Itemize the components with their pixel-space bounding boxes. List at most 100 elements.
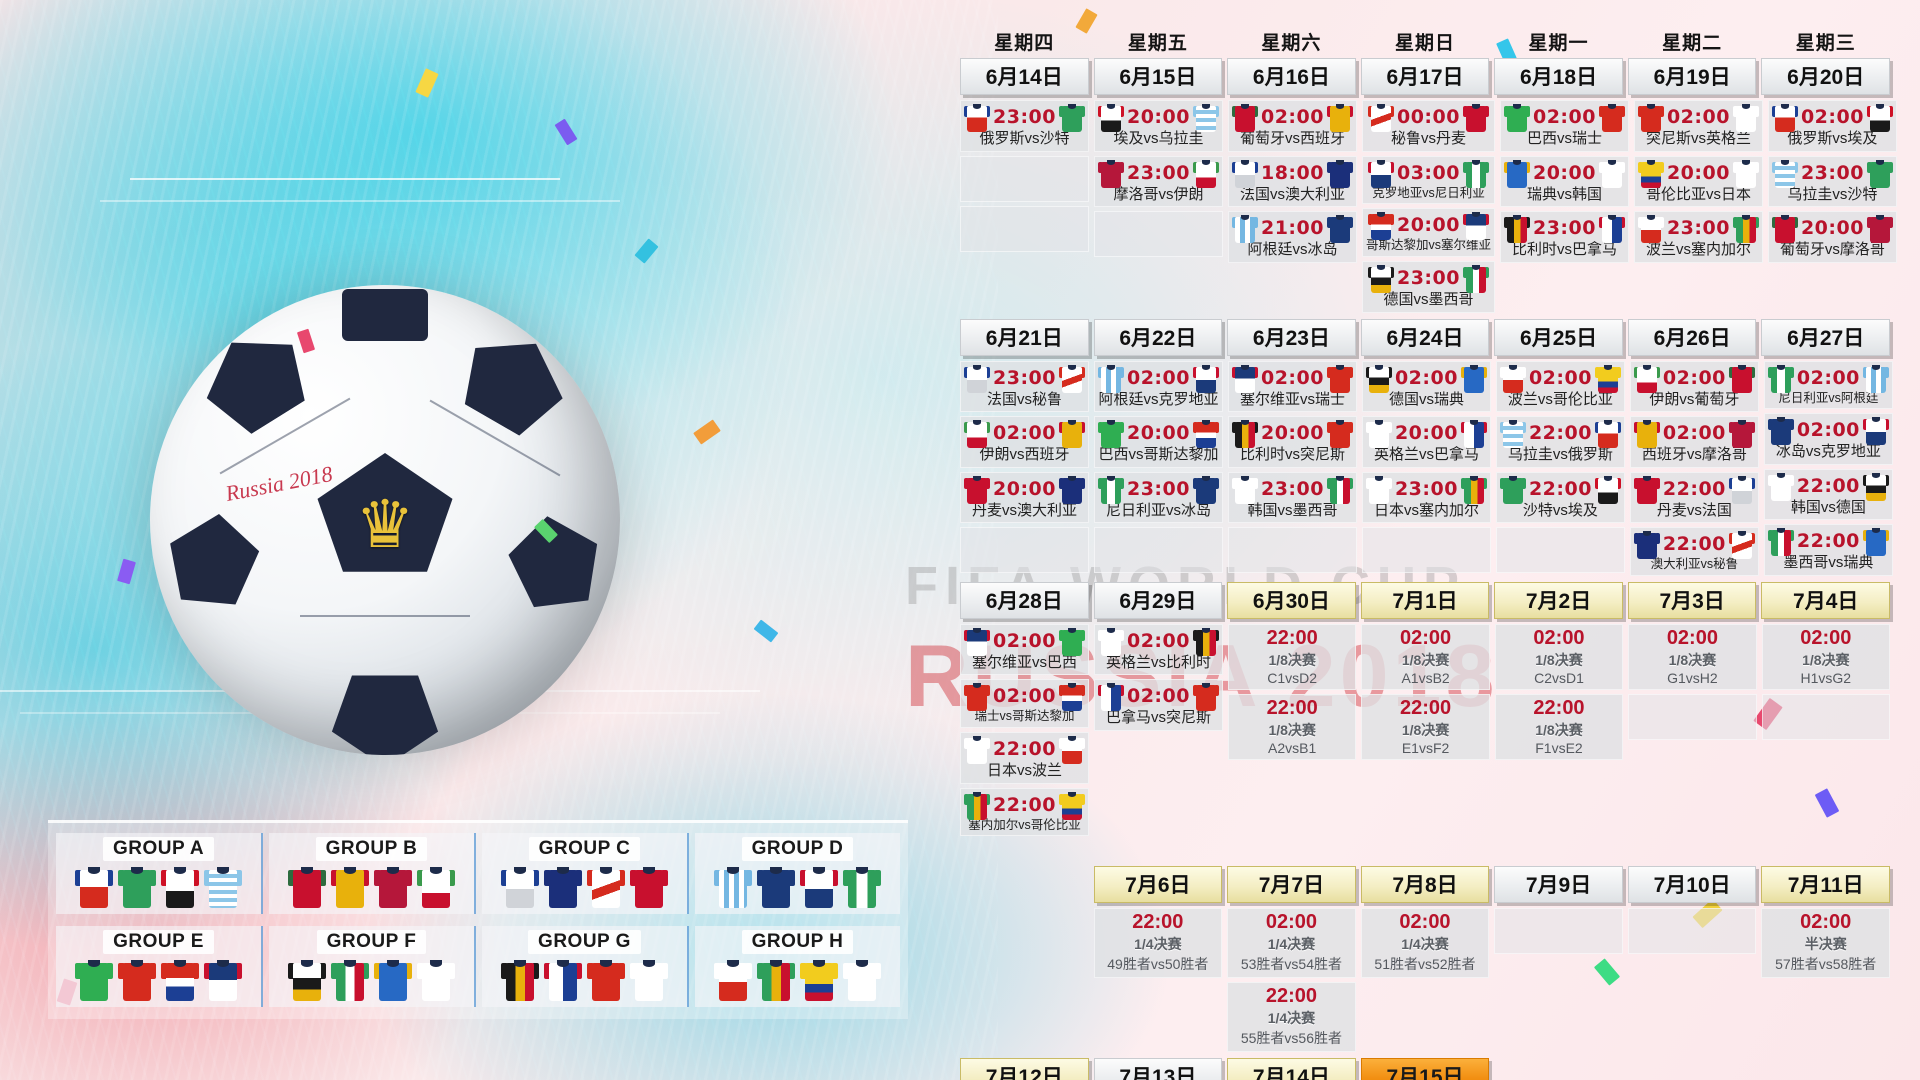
match-cell[interactable]: 23:00 波兰vs塞内加尔 [1633,211,1763,263]
match-cell[interactable]: 22:00 日本vs波兰 [960,732,1089,784]
match-cell[interactable]: 20:00 哥伦比亚vs日本 [1633,155,1763,207]
match-cell[interactable]: 23:00 日本vs塞内加尔 [1361,471,1491,523]
match-cell[interactable]: 03:00 克罗地亚vs尼日利亚 [1361,155,1495,205]
date-chip[interactable]: 6月14日 [960,58,1089,95]
match-cell[interactable]: 00:00 秘鲁vs丹麦 [1361,100,1495,152]
match-cell[interactable]: 23:00 德国vs墨西哥 [1361,261,1495,313]
date-chip[interactable]: 6月18日 [1494,58,1623,95]
date-chip[interactable]: 7月13日 [1093,1057,1223,1080]
match-cell[interactable]: 02:00 巴拿马vs突尼斯 [1093,679,1223,731]
date-chip[interactable]: 7月10日 [1627,865,1757,903]
date-chip[interactable]: 7月14日 [1227,1057,1356,1080]
match-cell[interactable]: 02:00 德国vs瑞典 [1361,360,1491,412]
date-chip[interactable]: 7月6日 [1093,865,1223,903]
match-cell[interactable]: 20:00 埃及vs乌拉圭 [1093,100,1223,152]
match-cell[interactable]: 23:00 俄罗斯vs沙特 [960,100,1089,152]
match-cell[interactable]: 20:00 瑞典vs韩国 [1499,155,1629,207]
match-cell[interactable]: 21:00 阿根廷vs冰岛 [1227,211,1357,263]
match-cell[interactable]: 02:00 葡萄牙vs西班牙 [1227,100,1357,152]
match-cell[interactable]: 22:00 韩国vs德国 [1763,468,1893,521]
match-cell[interactable]: 02:00 伊朗vs西班牙 [960,416,1089,468]
date-chip[interactable]: 7月1日 [1360,581,1490,619]
match-cell[interactable]: 23:00 比利时vs巴拿马 [1499,211,1629,263]
match-cell[interactable]: 22:00 墨西哥vs瑞典 [1763,524,1893,576]
match-cell[interactable]: 20:00 巴西vs哥斯达黎加 [1093,416,1223,468]
knockout-match-cell[interactable]: 02:00 1/8决赛 C2vsD1 [1494,623,1624,690]
date-chip[interactable]: 6月27日 [1761,318,1890,356]
match-cell[interactable]: 22:00 丹麦vs法国 [1629,471,1759,523]
date-chip[interactable]: 6月30日 [1227,581,1356,619]
match-cell[interactable]: 22:00 澳大利亚vs秘鲁 [1629,527,1759,576]
match-cell[interactable]: 02:00 西班牙vs摩洛哥 [1629,416,1759,468]
date-chip[interactable]: 6月20日 [1761,58,1890,95]
date-chip[interactable]: 7月12日 [960,1057,1089,1080]
match-cell[interactable]: 23:00 摩洛哥vs伊朗 [1093,155,1223,207]
date-chip[interactable]: 6月26日 [1627,318,1757,356]
match-cell[interactable]: 22:00 塞内加尔vs哥伦比亚 [960,787,1089,837]
date-chip[interactable]: 6月22日 [1093,318,1223,356]
group-card-group-b[interactable]: GROUP B [269,833,476,914]
knockout-match-cell[interactable]: 02:00 1/8决赛 G1vsH2 [1628,623,1757,690]
knockout-match-cell[interactable]: 22:00 1/4决赛 49胜者vs50胜者 [1093,907,1223,978]
date-chip[interactable]: 6月16日 [1227,58,1356,95]
match-cell[interactable]: 02:00 波兰vs哥伦比亚 [1495,360,1625,412]
knockout-match-cell[interactable]: 22:00 1/8决赛 F1vsE2 [1494,693,1624,760]
knockout-match-cell[interactable]: 22:00 1/8决赛 C1vsD2 [1227,623,1357,690]
date-chip[interactable]: 6月23日 [1227,318,1356,356]
date-chip[interactable]: 6月28日 [960,581,1089,619]
date-chip[interactable]: 7月2日 [1494,581,1623,619]
match-cell[interactable]: 02:00 冰岛vs克罗地亚 [1763,413,1893,465]
match-cell[interactable]: 02:00 塞尔维亚vs瑞士 [1227,360,1357,412]
date-chip[interactable]: 6月17日 [1360,58,1490,95]
match-cell[interactable]: 20:00 葡萄牙vs摩洛哥 [1767,211,1897,263]
match-cell[interactable]: 02:00 英格兰vs比利时 [1093,623,1223,676]
group-card-group-e[interactable]: GROUP E [56,926,263,1007]
date-chip[interactable]: 7月9日 [1494,865,1623,903]
match-cell[interactable]: 23:00 法国vs秘鲁 [960,360,1089,412]
knockout-match-cell[interactable]: 02:00 1/4决赛 53胜者vs54胜者 [1227,907,1356,978]
match-cell[interactable]: 02:00 阿根廷vs克罗地亚 [1093,360,1223,412]
match-cell[interactable]: 20:00 比利时vs突尼斯 [1227,416,1357,468]
match-cell[interactable]: 22:00 沙特vs埃及 [1495,471,1625,523]
date-chip[interactable]: 6月19日 [1627,58,1757,95]
match-cell[interactable]: 20:00 英格兰vs巴拿马 [1361,416,1491,468]
match-cell[interactable]: 02:00 俄罗斯vs埃及 [1767,100,1897,152]
date-chip[interactable]: 7月3日 [1627,581,1757,619]
knockout-match-cell[interactable]: 02:00 1/8决赛 H1vsG2 [1761,623,1890,690]
match-cell[interactable]: 20:00 丹麦vs澳大利亚 [960,471,1089,523]
match-cell[interactable]: 23:00 尼日利亚vs冰岛 [1093,471,1223,523]
group-card-group-h[interactable]: GROUP H [695,926,900,1007]
knockout-match-cell[interactable]: 22:00 1/8决赛 E1vsF2 [1361,693,1490,760]
date-chip[interactable]: 7月15日 [1360,1057,1490,1080]
date-chip[interactable]: 7月7日 [1227,865,1356,903]
knockout-match-cell[interactable]: 22:00 1/8决赛 A2vsB1 [1227,693,1357,760]
match-cell[interactable]: 18:00 法国vs澳大利亚 [1227,155,1357,207]
date-chip[interactable]: 7月11日 [1761,865,1890,903]
match-cell[interactable]: 23:00 韩国vs墨西哥 [1227,471,1357,523]
date-chip[interactable]: 6月24日 [1360,318,1490,356]
match-cell[interactable]: 02:00 巴西vs瑞士 [1499,100,1629,152]
knockout-match-cell[interactable]: 22:00 1/4决赛 55胜者vs56胜者 [1227,981,1356,1052]
group-card-group-a[interactable]: GROUP A [56,833,263,914]
match-cell[interactable]: 02:00 瑞士vs哥斯达黎加 [960,679,1089,728]
match-cell[interactable]: 23:00 乌拉圭vs沙特 [1767,155,1897,207]
knockout-match-cell[interactable]: 02:00 1/8决赛 A1vsB2 [1361,623,1490,690]
date-chip[interactable]: 7月4日 [1761,581,1890,619]
group-card-group-g[interactable]: GROUP G [482,926,689,1007]
date-chip[interactable]: 6月21日 [960,318,1089,356]
match-cell[interactable]: 22:00 乌拉圭vs俄罗斯 [1495,416,1625,468]
match-cell[interactable]: 20:00 哥斯达黎加vs塞尔维亚 [1361,208,1495,257]
match-cell[interactable]: 02:00 突尼斯vs英格兰 [1633,100,1763,152]
group-card-group-c[interactable]: GROUP C [482,833,689,914]
date-chip[interactable]: 6月15日 [1093,58,1223,95]
group-card-group-d[interactable]: GROUP D [695,833,900,914]
knockout-match-cell[interactable]: 02:00 1/4决赛 51胜者vs52胜者 [1360,907,1490,978]
date-chip[interactable]: 6月29日 [1093,581,1223,619]
date-chip[interactable]: 7月8日 [1360,865,1490,903]
date-chip[interactable]: 6月25日 [1494,318,1623,356]
group-card-group-f[interactable]: GROUP F [269,926,476,1007]
match-cell[interactable]: 02:00 塞尔维亚vs巴西 [960,623,1089,676]
match-cell[interactable]: 02:00 伊朗vs葡萄牙 [1629,360,1759,412]
match-cell[interactable]: 02:00 尼日利亚vs阿根廷 [1763,360,1893,410]
knockout-match-cell[interactable]: 02:00 半决赛 57胜者vs58胜者 [1761,907,1890,978]
